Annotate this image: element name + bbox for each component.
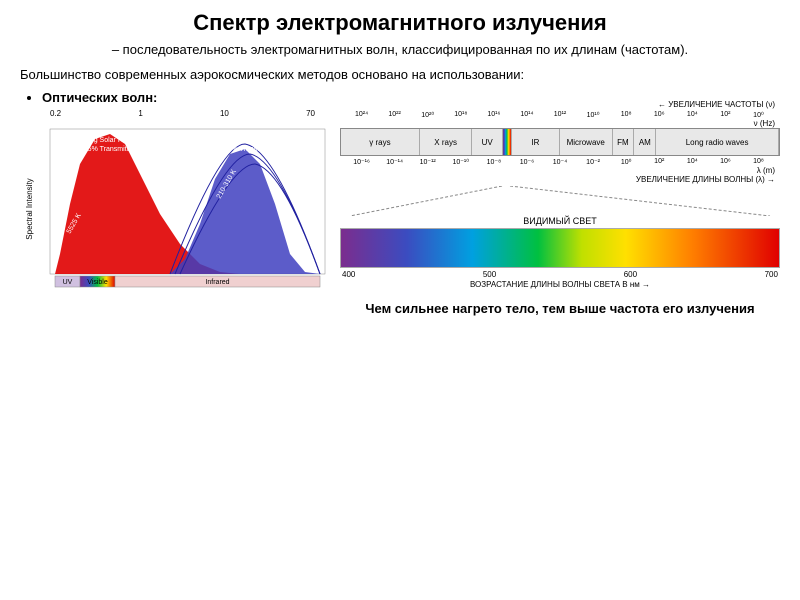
svg-text:Infrared: Infrared [205,279,229,286]
wave-tick: 10⁻¹⁶ [345,158,378,166]
wave-unit: λ (m) [340,166,780,175]
spectrum-band: UV [472,129,503,155]
wave-tick: 10⁶ [709,158,742,166]
thermal-label1: Upgoing Thermal Radiation [202,137,287,144]
wave-tick: 10⁻⁶ [510,158,543,166]
conclusion: Чем сильнее нагрето тело, тем выше часто… [340,301,780,316]
solar-label2: 70-75% Transmitted [74,146,137,153]
freq-tick: 10⁰ [742,111,775,119]
thermal-top-ticks: 0.2 1 10 70 [20,109,330,118]
freq-tick: 10² [709,111,742,119]
wave-tick: 10⁻¹² [411,158,444,166]
spectrum-band: Microwave [560,129,613,155]
wave-tick: 10⁻² [577,158,610,166]
wave-tick: 10² [643,158,676,166]
wave-tick: 10⁰ [610,158,643,166]
freq-unit: ν (Hz) [340,119,780,128]
thermal-tick: 1 [138,109,142,118]
freq-tick: 10⁸ [610,111,643,119]
freq-tick: 10⁶ [643,111,676,119]
spectrum-band [503,129,512,155]
freq-tick: 10¹⁴ [510,111,543,119]
visible-tick: 500 [483,270,496,279]
spectrum-band: γ rays [341,129,420,155]
visible-tick: 600 [624,270,637,279]
optical-list: Оптических волн: [20,90,330,105]
em-spectrum-diagram: ← УВЕЛИЧЕНИЕ ЧАСТОТЫ (ν) 10²⁴10²²10²⁰10¹… [340,100,780,316]
wave-tick: 10⁻⁴ [543,158,576,166]
freq-tick: 10²⁰ [411,111,444,119]
freq-tick: 10⁴ [676,111,709,119]
wave-tick: 10⁸ [742,158,775,166]
right-column: ← УВЕЛИЧЕНИЕ ЧАСТОТЫ (ν) 10²⁴10²²10²⁰10¹… [330,90,780,316]
freq-tick: 10²² [378,111,411,119]
visible-axis-label: ВОЗРАСТАНИЕ ДЛИНЫ ВОЛНЫ СВЕТА В нм → [340,280,780,289]
wave-tick: 10⁻¹⁴ [378,158,411,166]
visible-zoom: ВИДИМЫЙ СВЕТ 400 500 600 700 ВОЗРАСТАНИЕ ДЛ… [340,216,780,289]
thermal-tick: 70 [306,109,315,118]
wave-axis: 10⁻¹⁶10⁻¹⁴10⁻¹²10⁻¹⁰10⁻⁸10⁻⁶10⁻⁴10⁻²10⁰1… [340,158,780,166]
thermal-tick: 10 [220,109,229,118]
svg-text:UV: UV [63,279,73,286]
wave-tick: 10⁴ [676,158,709,166]
visible-gradient [340,228,780,268]
wave-arrow-label: УВЕЛИЧЕНИЕ ДЛИНЫ ВОЛНЫ (λ) → [340,175,780,184]
visible-title: ВИДИМЫЙ СВЕТ [340,216,780,226]
spectrum-band: AM [634,129,656,155]
thermal-label2: 15-30% Transmitted [214,146,277,153]
visible-tick: 700 [765,270,778,279]
freq-tick: 10¹⁶ [477,111,510,119]
left-column: Оптических волн: 0.2 1 10 70 Downgoing Sola… [20,90,330,316]
bottom-bands: UV Visible Infrared [55,276,320,287]
visible-tick: 400 [342,270,355,279]
solar-label1: Downgoing Solar Radiation [63,137,148,144]
wave-tick: 10⁻⁸ [477,158,510,166]
zoom-cone [340,186,780,216]
thermal-tick: 0.2 [50,109,61,118]
y-axis-label: Spectral Intensity [25,178,34,239]
wave-tick: 10⁻¹⁰ [444,158,477,166]
freq-arrow-label: ← УВЕЛИЧЕНИЕ ЧАСТОТЫ (ν) [340,100,780,109]
spectrum-band: Long radio waves [656,129,779,155]
spectrum-bar: γ raysX raysUV IRMicrowaveFMAMLong radio … [340,128,780,156]
page-title: Спектр электромагнитного излучения [20,10,780,36]
freq-tick: 10²⁴ [345,111,378,119]
thermal-svg: Downgoing Solar Radiation 70-75% Transmi… [20,124,330,289]
thermal-chart: Downgoing Solar Radiation 70-75% Transmi… [20,124,330,289]
svg-text:Visible: Visible [87,279,108,286]
freq-tick: 10¹⁰ [577,111,610,119]
subtitle: – последовательность электромагнитных во… [20,42,780,57]
spectrum-band: X rays [420,129,473,155]
freq-tick: 10¹⁸ [444,111,477,119]
optical-header: Оптических волн: [42,90,330,105]
spectrum-band: FM [613,129,635,155]
spectrum-band: IR [512,129,560,155]
freq-tick: 10¹² [543,111,576,119]
freq-axis: 10²⁴10²²10²⁰10¹⁸10¹⁶10¹⁴10¹²10¹⁰10⁸10⁶10… [340,111,780,119]
content-row: Оптических волн: 0.2 1 10 70 Downgoing Sola… [20,90,780,316]
intro-paragraph: Большинство современных аэрокосмических … [20,67,780,82]
visible-ticks: 400 500 600 700 [340,270,780,279]
